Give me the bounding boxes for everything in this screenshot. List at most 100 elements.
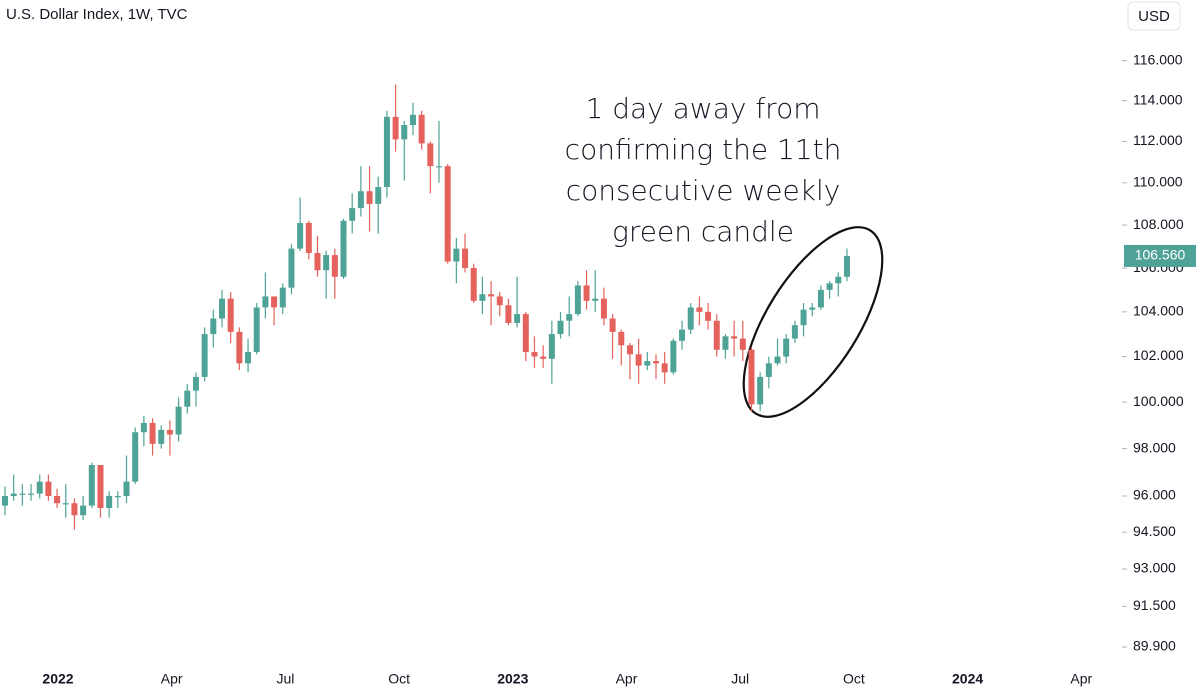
candle-body bbox=[514, 314, 521, 323]
candle-body bbox=[10, 493, 17, 496]
x-tick-label: Jul bbox=[731, 671, 749, 687]
candle-body bbox=[19, 493, 26, 495]
candle-body bbox=[192, 376, 199, 391]
candle-body bbox=[670, 340, 677, 373]
candle-body bbox=[210, 318, 217, 335]
y-tick-label: 96.000 bbox=[1133, 487, 1176, 503]
candle-body bbox=[219, 298, 225, 319]
candle-body bbox=[166, 429, 173, 435]
y-tick-label: 91.500 bbox=[1133, 597, 1176, 613]
candle-body bbox=[106, 495, 113, 509]
candle-body bbox=[488, 294, 495, 297]
candle-body bbox=[392, 116, 399, 140]
candle-body bbox=[123, 481, 130, 496]
candle-body bbox=[114, 495, 121, 498]
candle-body bbox=[626, 345, 633, 355]
candle-body bbox=[314, 252, 321, 271]
candle-body bbox=[618, 331, 625, 346]
candle-body bbox=[36, 481, 43, 494]
x-tick-label: Oct bbox=[388, 671, 410, 687]
candle-body bbox=[149, 422, 156, 444]
candle-body bbox=[340, 220, 347, 277]
candle-body bbox=[71, 503, 78, 516]
candle-body bbox=[557, 320, 564, 335]
x-tick-label: Jul bbox=[276, 671, 294, 687]
x-tick-label: Apr bbox=[1070, 671, 1092, 687]
x-tick-label: 2023 bbox=[497, 671, 528, 687]
candle-body bbox=[236, 331, 243, 364]
candle-body bbox=[97, 465, 104, 509]
candle-body bbox=[592, 298, 599, 301]
x-tick-label: Apr bbox=[616, 671, 638, 687]
y-tick-label: 104.000 bbox=[1133, 303, 1184, 319]
x-tick-label: 2024 bbox=[952, 671, 983, 687]
candle-body bbox=[427, 143, 434, 167]
candle-body bbox=[245, 352, 252, 364]
candle-body bbox=[609, 318, 616, 332]
y-tick-label: 98.000 bbox=[1133, 439, 1176, 455]
candle-body bbox=[375, 187, 382, 204]
candle-body bbox=[791, 325, 798, 339]
candle-body bbox=[132, 432, 139, 482]
candle-body bbox=[765, 363, 772, 377]
candle-body bbox=[739, 338, 746, 350]
last-price-box bbox=[1124, 244, 1196, 267]
candle-body bbox=[444, 166, 451, 262]
candle-body bbox=[809, 307, 816, 310]
candle-body bbox=[45, 481, 52, 496]
candle-body bbox=[297, 222, 304, 249]
candle-body bbox=[748, 349, 755, 405]
candle-body bbox=[583, 285, 590, 301]
candle-body bbox=[731, 336, 738, 339]
candle-body bbox=[462, 248, 469, 269]
candle-body bbox=[522, 314, 529, 353]
candle-body bbox=[470, 268, 477, 301]
candle-body bbox=[383, 116, 390, 188]
candle-body bbox=[262, 296, 269, 308]
candle-body bbox=[774, 356, 781, 364]
candle-body bbox=[574, 285, 581, 315]
candle-body bbox=[653, 361, 659, 364]
candle-body bbox=[62, 503, 69, 505]
candle-body bbox=[540, 356, 547, 359]
candle-body bbox=[644, 361, 651, 366]
candle-body bbox=[409, 114, 416, 126]
highlight-ellipse bbox=[742, 226, 884, 418]
candle-body bbox=[2, 495, 8, 506]
candle-body bbox=[418, 114, 425, 144]
candle-body bbox=[496, 296, 503, 306]
candle-body bbox=[531, 352, 538, 357]
currency-label[interactable]: USD bbox=[1138, 8, 1170, 25]
candle-body bbox=[140, 422, 147, 433]
candle-body bbox=[184, 390, 191, 407]
candle-body bbox=[826, 283, 833, 290]
candle-body bbox=[783, 338, 790, 357]
candle-body bbox=[505, 305, 512, 323]
y-tick-label: 114.000 bbox=[1133, 91, 1183, 107]
candle-body bbox=[843, 255, 850, 277]
candle-body bbox=[323, 255, 330, 271]
candle-body bbox=[722, 336, 729, 350]
currency-button[interactable] bbox=[1127, 1, 1181, 31]
annotation: confirming the 11th bbox=[565, 133, 842, 166]
y-tick-label: 100.000 bbox=[1133, 393, 1184, 409]
candle-body bbox=[305, 222, 312, 253]
candle-body bbox=[331, 255, 338, 277]
y-tick-label: 110.000 bbox=[1133, 174, 1183, 190]
y-tick-label: 94.500 bbox=[1133, 523, 1176, 539]
candle-body bbox=[80, 505, 87, 516]
annotation: 1 day away from bbox=[586, 92, 821, 125]
candle-body bbox=[479, 294, 486, 301]
annotation: consecutive weekly bbox=[566, 174, 841, 207]
candle-body bbox=[757, 376, 764, 405]
last-price-label: 106.560 bbox=[1135, 247, 1186, 263]
candle-body bbox=[227, 298, 234, 332]
candle-body bbox=[401, 125, 408, 140]
candle-body bbox=[800, 309, 807, 326]
candle-body bbox=[28, 493, 35, 495]
annotation: green candle bbox=[612, 215, 794, 248]
candle-body bbox=[696, 307, 703, 312]
candle-body bbox=[687, 307, 694, 330]
candle-body bbox=[54, 495, 61, 504]
y-tick-label: 93.000 bbox=[1133, 560, 1176, 576]
